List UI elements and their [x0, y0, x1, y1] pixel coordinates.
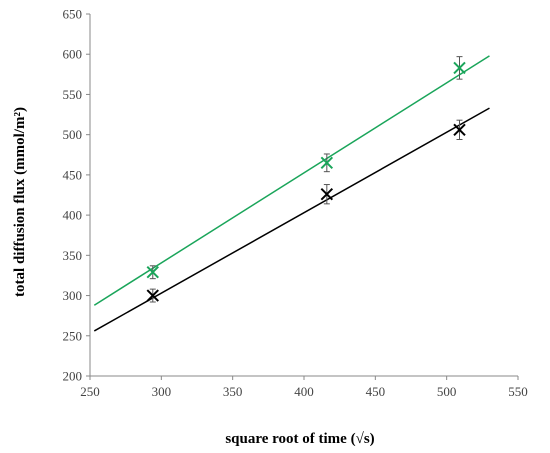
- y-tick-label: 250: [63, 328, 83, 343]
- y-tick-label: 300: [63, 288, 83, 303]
- data-point-stroke: [320, 156, 334, 170]
- data-point: [320, 156, 334, 170]
- series-group: [93, 55, 490, 332]
- y-tick-label: 450: [63, 167, 83, 182]
- x-tick-label: 550: [508, 384, 528, 399]
- series-2: [93, 107, 490, 332]
- x-tick-label: 500: [437, 384, 457, 399]
- x-tick-label: 450: [366, 384, 386, 399]
- data-point: [146, 266, 159, 279]
- x-tick-label: 300: [152, 384, 172, 399]
- y-tick-label: 400: [63, 208, 83, 223]
- y-tick-label: 650: [63, 7, 83, 22]
- series-1: [93, 55, 490, 306]
- data-point: [453, 61, 466, 75]
- trendline: [93, 107, 490, 332]
- x-tick-label: 400: [294, 384, 314, 399]
- y-tick-label: 350: [63, 248, 83, 263]
- y-tick-label: 600: [63, 47, 83, 62]
- data-point-stroke: [453, 61, 466, 75]
- x-axis-title: square root of time (√s): [225, 431, 374, 447]
- y-axis-title: total diffusion flux (mmol/m²): [12, 107, 28, 297]
- data-point: [453, 123, 466, 137]
- data-point-stroke: [146, 289, 159, 302]
- x-tick-label: 250: [80, 384, 100, 399]
- y-tick-label: 550: [63, 87, 83, 102]
- data-point: [320, 187, 334, 201]
- x-tick-label: 350: [223, 384, 243, 399]
- y-tick-label: 200: [63, 369, 83, 384]
- data-point-stroke: [146, 266, 159, 279]
- data-point-stroke: [320, 187, 334, 201]
- y-tick-label: 500: [63, 127, 83, 142]
- data-point-stroke: [453, 123, 466, 137]
- data-point: [146, 289, 159, 302]
- axes: [89, 14, 518, 377]
- trendline: [93, 55, 490, 306]
